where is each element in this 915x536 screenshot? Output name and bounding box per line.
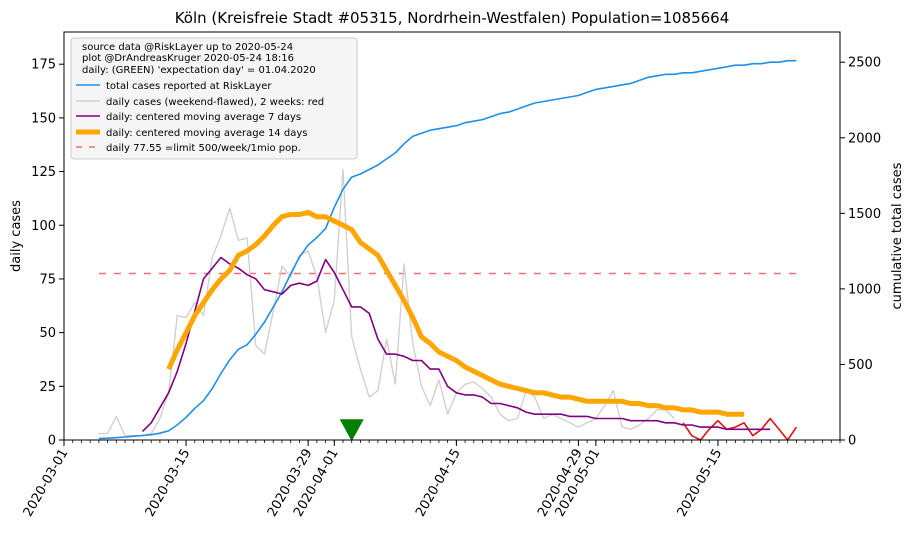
- y-left-tick-label: 100: [31, 219, 56, 234]
- series-line-daily_recent: [682, 417, 798, 441]
- y-left-tick-label: 25: [39, 380, 56, 395]
- plot-area: [98, 59, 798, 442]
- y-left-tick-label: 50: [39, 326, 56, 341]
- chart-title: Köln (Kreisfreie Stadt #05315, Nordrhein…: [175, 9, 730, 27]
- y-right-tick-label: 1000: [848, 282, 881, 297]
- plot-frame: [63, 31, 841, 441]
- legend-label-ma14: daily: centered moving average 14 days: [106, 128, 307, 139]
- y-right-tick-label: 500: [848, 358, 873, 373]
- legend-info-line: source data @RiskLayer up to 2020-05-24: [82, 42, 293, 53]
- expectation-day-marker: [339, 419, 364, 442]
- legend-info-line: plot @DrAndreasKruger 2020-05-24 18:16: [82, 53, 294, 64]
- y-right-tick-label: 0: [848, 434, 856, 449]
- y-axis-label-right: cumulative total cases: [890, 162, 905, 309]
- series-line-ma7: [141, 256, 771, 432]
- legend-label-total: total cases reported at RiskLayer: [106, 81, 272, 92]
- y-left-tick-label: 0: [48, 434, 56, 449]
- legend-label-limit: daily 77.55 =limit 500/week/1mio pop.: [106, 143, 301, 154]
- legend: source data @RiskLayer up to 2020-05-24 …: [70, 37, 358, 160]
- y-right-tick-label: 1500: [848, 207, 881, 222]
- y-left-tick-label: 150: [31, 111, 56, 126]
- legend-label-daily: daily cases (weekend-flawed), 2 weeks: r…: [106, 97, 324, 108]
- series-line-ma14: [166, 209, 745, 417]
- y-left-tick-label: 125: [31, 165, 56, 180]
- y-left-tick-label: 175: [31, 58, 56, 73]
- legend-box: [70, 37, 358, 160]
- legend-info-line: daily: (GREEN) 'expectation day' = 01.04…: [82, 65, 316, 76]
- series-line-total: [98, 59, 797, 440]
- legend-label-ma7: daily: centered moving average 7 days: [106, 112, 301, 123]
- y-left-tick-label: 75: [39, 272, 56, 287]
- y-right-tick-label: 2000: [848, 131, 881, 146]
- y-axis-label-left: daily cases: [9, 200, 24, 272]
- series-line-daily: [98, 168, 675, 437]
- y-right-tick-label: 2500: [848, 56, 881, 71]
